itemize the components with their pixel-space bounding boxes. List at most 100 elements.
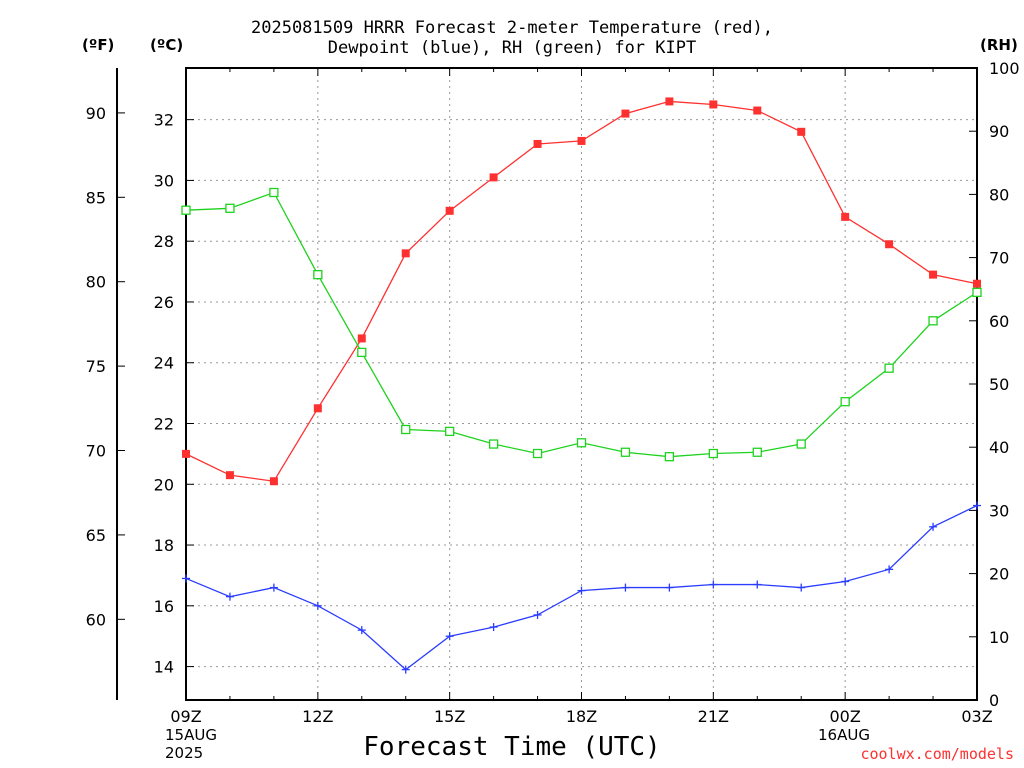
- rh-point: [972, 287, 982, 298]
- fahrenheit-tick-label: 65: [86, 526, 106, 545]
- temperature-point: [401, 249, 410, 258]
- rh-point: [181, 205, 191, 215]
- fahrenheit-tick-label: 70: [86, 442, 106, 461]
- rh-point: [620, 447, 631, 457]
- temperature-point: [533, 139, 542, 148]
- rh-point: [576, 438, 587, 448]
- dewpoint-point: [401, 665, 410, 674]
- x-tick-label: 21Z: [698, 707, 729, 726]
- axes: 14 16 18 20 22 24 26 28 30 32 60 65 70 75 80 85 90 0 10 20 3…: [86, 59, 1020, 726]
- temperature-point: [577, 136, 586, 145]
- temperature-point: [885, 240, 894, 249]
- rh-point: [313, 270, 323, 280]
- temperature-point: [665, 97, 674, 106]
- celsius-tick-label: 26: [154, 293, 174, 312]
- rh-point: [357, 347, 367, 358]
- celsius-tick-label: 30: [154, 171, 174, 190]
- plot-frame: [185, 67, 978, 701]
- rh-tick-label: 50: [989, 375, 1009, 394]
- temperature-point: [621, 109, 630, 118]
- rh-unit-label: (RH): [980, 36, 1018, 54]
- temperature-point: [313, 404, 322, 413]
- fahrenheit-tick-label: 75: [86, 357, 106, 376]
- fahrenheit-tick-label: 90: [86, 104, 106, 123]
- temperature-point: [753, 106, 762, 115]
- rh-point: [269, 187, 279, 198]
- rh-point: [928, 316, 938, 326]
- dewpoint-point: [841, 577, 850, 586]
- rh-point: [664, 452, 675, 462]
- rh-point: [225, 203, 235, 213]
- dewpoint-point: [885, 565, 894, 574]
- temperature-point: [225, 471, 234, 480]
- temperature-point: [445, 206, 454, 215]
- data-series: [181, 97, 982, 674]
- rh-tick-label: 40: [989, 438, 1009, 457]
- rh-point: [840, 397, 850, 407]
- dewpoint-point: [269, 583, 278, 592]
- celsius-tick-label: 28: [154, 232, 174, 251]
- rh-point: [708, 448, 718, 459]
- x-tick-label: 15Z: [434, 707, 465, 726]
- fahrenheit-tick-label: 60: [86, 610, 106, 629]
- celsius-tick-label: 32: [154, 111, 174, 130]
- chart-title-line-2: Dewpoint (blue), RH (green) for KIPT: [327, 38, 697, 58]
- temperature-point: [797, 127, 806, 136]
- fahrenheit-tick-label: 85: [86, 188, 106, 207]
- rh-tick-label: 90: [989, 122, 1009, 141]
- celsius-tick-label: 22: [154, 415, 174, 434]
- x-next-day-label: 16AUG: [818, 726, 870, 744]
- grid-lines: [186, 68, 977, 700]
- dewpoint-point: [489, 623, 498, 632]
- x-axis-title: Forecast Time (UTC): [363, 732, 661, 762]
- celsius-tick-label: 24: [154, 354, 174, 373]
- temperature-point: [929, 270, 938, 279]
- chart-title-line-1: 2025081509 HRRR Forecast 2-meter Tempera…: [251, 18, 773, 38]
- rh-tick-label: 30: [989, 501, 1009, 520]
- credit-link[interactable]: coolwx.com/models: [860, 745, 1014, 763]
- dewpoint-point: [709, 580, 718, 589]
- rh-tick-label: 10: [989, 628, 1009, 647]
- celsius-tick-label: 20: [154, 475, 174, 494]
- x-tick-label: 09Z: [170, 707, 201, 726]
- dewpoint-point: [445, 632, 454, 641]
- rh-tick-label: 0: [989, 691, 999, 710]
- dewpoint-point: [577, 586, 586, 595]
- rh-tick-label: 80: [989, 185, 1009, 204]
- celsius-tick-label: 16: [154, 597, 174, 616]
- dewpoint-point: [665, 583, 674, 592]
- rh-point: [401, 424, 411, 435]
- fahrenheit-unit-label: (ºF): [82, 36, 115, 54]
- dewpoint-point: [753, 580, 762, 589]
- x-start-day-label: 15AUG: [165, 726, 217, 744]
- temperature-point: [973, 279, 981, 288]
- dewpoint-point: [797, 583, 806, 592]
- dewpoint-point: [357, 626, 366, 635]
- rh-point: [796, 439, 806, 449]
- x-tick-label: 00Z: [830, 707, 861, 726]
- celsius-unit-label: (ºC): [150, 36, 184, 54]
- temperature-point: [269, 477, 278, 486]
- rh-tick-label: 60: [989, 312, 1009, 331]
- dewpoint-point: [973, 501, 981, 510]
- celsius-tick-label: 14: [154, 658, 174, 677]
- rh-point: [445, 426, 455, 437]
- temperature-point: [489, 173, 498, 182]
- temperature-point: [841, 212, 850, 221]
- celsius-tick-label: 18: [154, 536, 174, 555]
- x-tick-label: 03Z: [961, 707, 992, 726]
- x-tick-label: 12Z: [302, 707, 333, 726]
- dewpoint-point: [929, 522, 938, 531]
- rh-tick-label: 20: [989, 565, 1009, 584]
- dewpoint-point: [225, 592, 234, 601]
- rh-point: [752, 447, 762, 457]
- dewpoint-point: [313, 601, 322, 610]
- temperature-point: [709, 100, 718, 109]
- rh-point: [532, 448, 543, 459]
- dewpoint-point: [182, 574, 190, 583]
- dewpoint-point: [533, 610, 542, 619]
- x-tick-label: 18Z: [566, 707, 597, 726]
- dewpoint-point: [621, 583, 630, 592]
- rh-point: [884, 363, 894, 373]
- rh-tick-label: 70: [989, 249, 1009, 268]
